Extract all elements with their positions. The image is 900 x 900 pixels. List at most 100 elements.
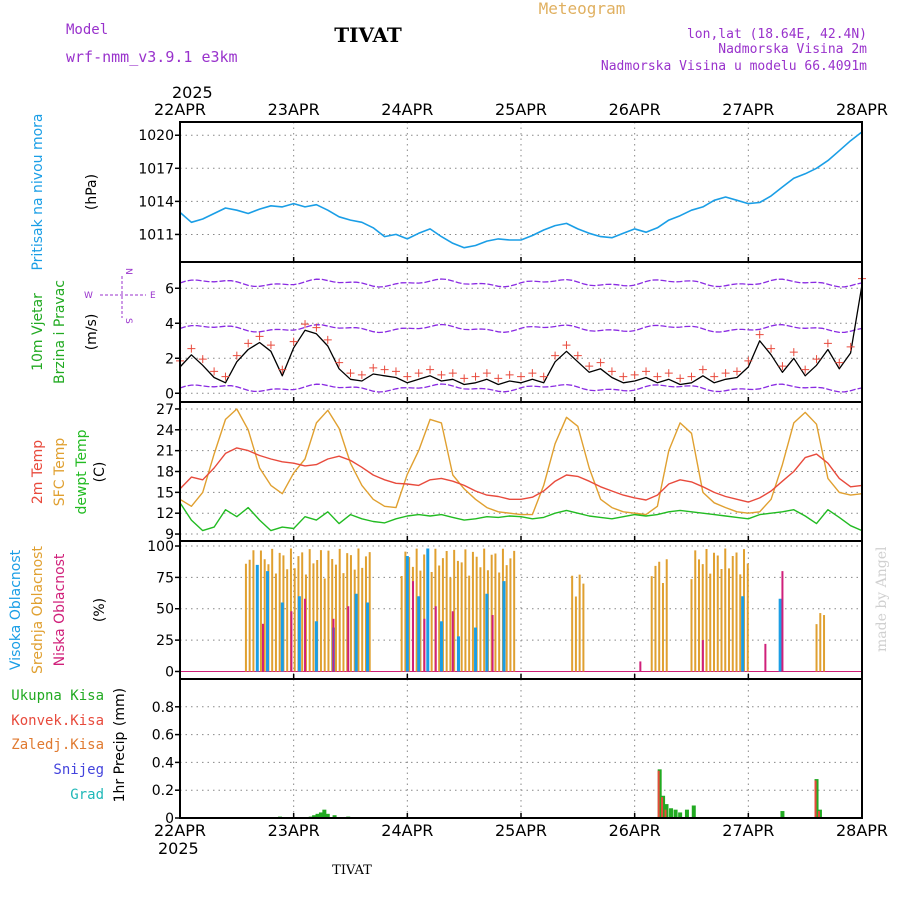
gust-marker xyxy=(539,372,548,381)
pressure-plot xyxy=(179,131,863,249)
y-tick-label: 0 xyxy=(165,664,174,680)
x-tick-label-bottom: 25APR xyxy=(495,821,547,840)
y-tick-label: 100 xyxy=(147,539,174,555)
gust-marker xyxy=(642,367,651,376)
temperature-plot xyxy=(179,408,863,532)
gust-marker xyxy=(414,369,423,378)
station-title: TIVAT xyxy=(334,23,402,47)
compass-rose: N W E S xyxy=(84,268,156,324)
total-rain-bar xyxy=(315,813,320,818)
precip-frame xyxy=(179,678,863,819)
y-tick-label: 4 xyxy=(165,316,174,332)
gust-marker xyxy=(630,370,639,379)
y-tick-label: 1017 xyxy=(138,161,174,177)
wind-ylabel-1: 10m Vjetar xyxy=(30,293,46,371)
gust-marker xyxy=(210,367,219,376)
model-name: wrf-nmm_v3.9.1 e3km xyxy=(66,48,238,66)
y-tick-label: 2 xyxy=(165,351,174,367)
precip-ylabel: 1hr Precip xyxy=(112,732,128,803)
gust-marker xyxy=(505,370,514,379)
y-tick-label: 50 xyxy=(156,602,174,618)
y-tick-label: 1011 xyxy=(138,227,174,243)
gust-marker xyxy=(823,339,832,348)
y-tick-label: 21 xyxy=(156,444,174,460)
total-rain-bar xyxy=(691,805,696,818)
x-tick-label-top: 27APR xyxy=(722,100,774,119)
gust-marker xyxy=(187,344,196,353)
dewpt-line xyxy=(179,502,863,532)
legend-convective-rain: Konvek.Kisa xyxy=(11,713,104,729)
convective-rain-bar xyxy=(664,809,667,818)
cloud-plot xyxy=(180,548,862,672)
precip-unit: (mm) xyxy=(112,688,128,726)
gust-marker xyxy=(562,341,571,350)
x-tick-label-top: 28APR xyxy=(836,100,888,119)
legend-total-rain: Ukupna Kisa xyxy=(11,688,104,704)
gust-marker xyxy=(198,355,207,364)
wind-speed-line xyxy=(179,284,863,386)
gust-marker xyxy=(437,370,446,379)
compass-north: N xyxy=(123,268,133,275)
compass-east: E xyxy=(150,291,156,301)
precip-grid xyxy=(180,679,862,819)
pressure-unit: (hPa) xyxy=(84,174,100,210)
gust-marker xyxy=(755,330,764,339)
y-tick-label: 0.6 xyxy=(152,728,174,744)
gust-marker xyxy=(789,348,798,357)
year-top: 2025 xyxy=(172,83,213,102)
y-tick-label: 27 xyxy=(156,402,174,418)
gust-marker xyxy=(312,323,321,332)
gust-marker xyxy=(278,365,287,374)
gust-marker xyxy=(687,372,696,381)
gust-marker xyxy=(607,367,616,376)
y-tick-label: 0.4 xyxy=(152,755,174,771)
gust-marker xyxy=(812,355,821,364)
gust-marker xyxy=(357,370,366,379)
y-tick-label: 15 xyxy=(156,485,174,501)
temperature-grid xyxy=(180,402,862,541)
gust-marker xyxy=(551,351,560,360)
precip-y-ticks: 0 0.2 0.4 0.6 0.8 xyxy=(152,700,863,827)
x-tick-label-bottom: 22APR xyxy=(154,821,206,840)
model-label: Model xyxy=(66,22,108,38)
gust-marker xyxy=(335,358,344,367)
pressure-ylabel: Pritisak na nivou mora xyxy=(30,113,46,270)
wind-direction-band xyxy=(179,323,863,334)
x-tick-label-bottom: 28APR xyxy=(836,821,888,840)
pressure-frame xyxy=(179,121,863,263)
x-tick-label-top: 23APR xyxy=(268,100,320,119)
gust-marker xyxy=(596,358,605,367)
gust-marker xyxy=(801,365,810,374)
gust-marker xyxy=(244,339,253,348)
temperature-y-ticks: 9 12 15 18 21 24 27 xyxy=(156,402,863,543)
wind-ylabel-2: Brzina i Pravac xyxy=(52,280,68,384)
total-rain-bar xyxy=(332,815,337,818)
gust-marker xyxy=(676,374,685,383)
temp-ylabel-1: 2m Temp xyxy=(30,440,46,504)
wind-plot xyxy=(176,274,866,393)
total-rain-bar xyxy=(325,813,330,818)
model-elevation-label: Nadmorska Visina u modelu 66.4091m xyxy=(601,59,867,74)
y-tick-label: 18 xyxy=(156,465,174,481)
gust-marker xyxy=(346,369,355,378)
total-rain-bar xyxy=(322,809,327,818)
gust-marker xyxy=(721,369,730,378)
total-rain-bar xyxy=(673,809,678,818)
temperature-panel: 9 12 15 18 21 24 27 2m Temp SFC Temp dewpt Tem… xyxy=(30,401,863,543)
cloud-ylabel-3: Niska Oblacnost xyxy=(52,553,68,666)
sfc-temp-line xyxy=(179,408,863,516)
gust-marker xyxy=(232,351,241,360)
x-tick-label-bottom: 27APR xyxy=(722,821,774,840)
lonlat-label: lon,lat (18.64E, 42.4N) xyxy=(687,27,867,42)
precip-panel: 0 0.2 0.4 0.6 0.8 1hr Precip (mm) Ukupna Kis… xyxy=(11,678,863,827)
gust-marker xyxy=(585,362,594,371)
gust-marker xyxy=(369,363,378,372)
legend-freezing-rain: Zaledj.Kisa xyxy=(11,737,104,753)
gust-marker xyxy=(494,374,503,383)
gust-marker xyxy=(664,369,673,378)
x-tick-label-top: 25APR xyxy=(495,100,547,119)
cloud-unit: (%) xyxy=(92,598,108,622)
gust-marker xyxy=(255,332,264,341)
gust-marker xyxy=(710,372,719,381)
